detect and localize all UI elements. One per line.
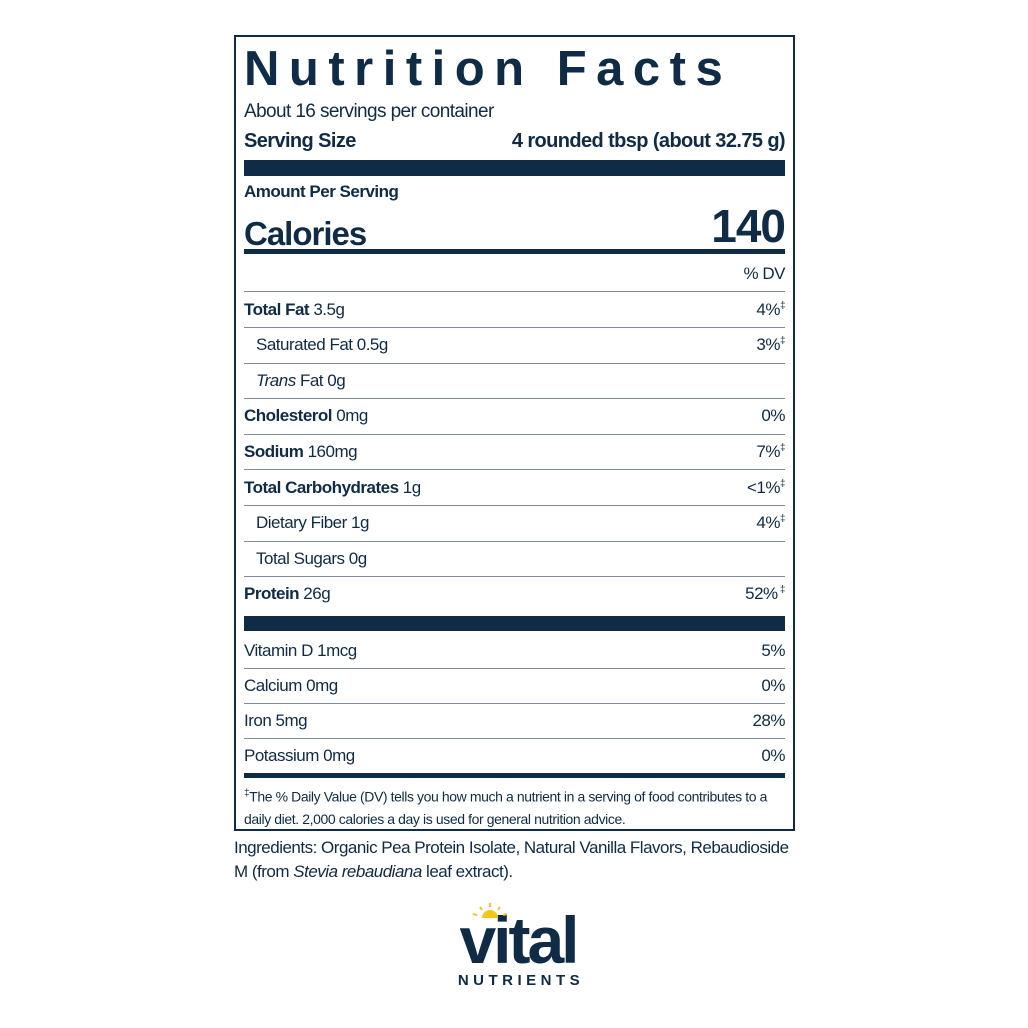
dv-mark: ‡ [779,299,786,311]
nutrient-row: Dietary Fiber 1g 4%‡ [244,506,786,542]
ingredients-after: leaf extract). [421,862,513,881]
sun-icon [472,903,508,918]
nutrient-name: Total Sugars [256,548,345,568]
vitamin-name: Potassium [244,745,319,765]
footnote-mark: ‡ [244,788,250,799]
nutrient-name: Dietary Fiber [256,513,347,533]
serving-size: Serving Size 4 rounded tbsp (about 32.75… [244,130,786,153]
vitamin-row: Calcium 0mg 0% [244,668,785,704]
nutrient-dv: 7% [756,441,780,461]
nutrient-name: Trans [256,370,296,390]
dv-mark: ‡ [779,335,786,347]
vitamin-amount: 5mg [275,710,308,730]
nutrient-row: Trans Fat 0g [244,363,785,400]
nutrient-dv: 3% [756,335,780,355]
nutrient-row: Protein 26g 52% ‡ [244,577,786,612]
thick-divider [244,616,785,631]
logo-word: vital [459,903,579,977]
nutrient-name: Protein [244,584,300,604]
dv-mark: ‡ [779,477,786,489]
vital-nutrients-logo: vital NUTRIENTS [438,903,598,989]
serving-size-value: 4 rounded tbsp (about 32.75 g) [511,130,786,152]
nutrient-name-suffix: Fat [299,370,324,390]
nutrient-row: Sodium 160mg 7%‡ [244,434,786,471]
vitamin-dv: 0% [761,745,785,765]
medium-divider [244,773,785,778]
nutrient-row: Saturated Fat 0.5g 3%‡ [244,328,786,364]
logo-sub: NUTRIENTS [457,972,585,989]
nutrient-dv: 52% [745,584,778,604]
nutrient-row: Total Sugars 0g [244,541,785,578]
vitamin-dv: 0% [761,675,785,695]
nutrient-dv: 4% [756,299,780,319]
servings-per-container: About 16 servings per container [244,101,494,122]
nutrient-amount: 0g [327,370,346,390]
nutrient-amount: 0mg [336,406,368,426]
serving-size-label: Serving Size [244,130,356,152]
dv-header-row: % DV [244,256,786,292]
footnote-text: The % Daily Value (DV) tells you how muc… [244,788,767,827]
vitamin-name: Iron [244,710,272,730]
nutrient-name: Sodium [244,441,304,461]
medium-divider [244,249,785,254]
nutrient-dv: 4% [756,513,780,533]
nutrient-amount: 3.5g [313,299,345,319]
nutrient-name: Total Fat [244,299,310,319]
ingredients: Ingredients: Organic Pea Protein Isolate… [234,836,794,884]
vitamin-dv: 28% [752,710,785,730]
vitamin-dv: 5% [761,640,785,660]
nutrient-dv: <1% [746,477,781,497]
nutrition-facts-label: Nutrition Facts About 16 servings per co… [234,35,795,831]
nutrient-amount: 0.5g [356,335,389,355]
nutrient-name: Total Carbohydrates [244,477,399,497]
vitamin-row: Potassium 0mg 0% [244,738,785,773]
nutrient-amount: 1g [402,477,421,497]
label-title: Nutrition Facts [244,42,733,96]
nutrient-name: Saturated Fat [256,335,353,355]
vitamin-row: Vitamin D 1mcg 5% [244,633,785,669]
ingredients-italic: Stevia rebaudiana [293,862,422,881]
nutrient-dv: 0% [761,406,785,426]
dv-header: % DV [743,263,786,283]
dv-mark: ‡ [777,584,786,596]
amount-per-serving: Amount Per Serving [244,182,399,201]
vitamin-name: Calcium [244,675,302,695]
nutrient-name: Cholesterol [244,406,333,426]
footnote: ‡The % Daily Value (DV) tells you how mu… [244,783,785,830]
nutrient-row: Total Fat 3.5g 4%‡ [244,292,786,328]
thick-divider [244,160,785,176]
vitamin-amount: 0mg [323,745,355,765]
nutrient-amount: 1g [351,513,369,533]
vitamin-row: Iron 5mg 28% [244,703,785,739]
vitamin-name: Vitamin D [244,640,313,660]
calories-label: Calories [244,215,367,252]
nutrient-amount: 160mg [307,441,358,461]
dv-mark: ‡ [779,513,786,525]
nutrient-row: Total Carbohydrates 1g <1%‡ [244,470,786,506]
calories-row: Calories 140 [244,199,786,253]
vitamin-amount: 0mg [306,675,338,695]
ingredients-text: Ingredients: Organic Pea Protein Isolate… [234,838,789,881]
nutrient-amount: 0g [348,548,367,568]
vitamin-amount: 1mcg [317,640,357,660]
nutrient-amount: 26g [303,584,331,604]
calories-value: 140 [711,200,786,252]
dv-mark: ‡ [779,442,786,454]
nutrient-row: Cholesterol 0mg 0% [244,399,785,435]
